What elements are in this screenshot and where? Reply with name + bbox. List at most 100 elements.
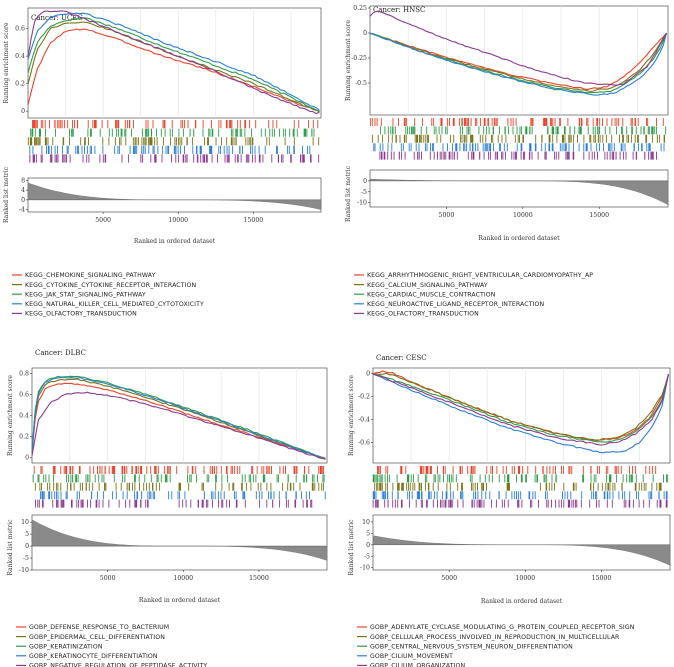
- gene-hit-rug: [372, 474, 669, 483]
- x-tick-label: 15000: [589, 212, 609, 219]
- legend-entry: GOBP_KERATINIZATION: [29, 643, 103, 650]
- gene-hit-rug: [33, 466, 324, 474]
- legend-entry: GOBP_EPIDERMAL_CELL_DIFFERENTIATION: [29, 634, 165, 641]
- legend-entry: GOBP_CILIUM_MOVEMENT: [370, 653, 453, 660]
- gene-hit-rug: [29, 154, 320, 163]
- series-line: [31, 377, 326, 459]
- metric-tick-label: 0: [366, 542, 370, 549]
- gene-hit-rug: [34, 482, 324, 491]
- legend-entry: GOBP_ADENYLATE_CYCLASE_MODULATING_G_PROT…: [370, 624, 635, 631]
- legend-entry: KEGG_NEUROACTIVE_LIGAND_RECEPTOR_INTERAC…: [367, 301, 544, 308]
- x-axis-label: Ranked in ordered dataset: [478, 235, 560, 242]
- series-line: [372, 373, 670, 446]
- es-tick-label: 0.25: [353, 5, 367, 12]
- metric-tick-label: -5: [23, 555, 29, 562]
- metric-tick-label: -5: [361, 189, 367, 196]
- x-axis-label: Ranked in ordered dataset: [134, 238, 216, 245]
- gene-hit-rug: [27, 137, 320, 146]
- metric-y-label: Ranked list metric: [3, 166, 10, 223]
- es-y-label: Running enrichment score: [3, 22, 10, 103]
- es-tick-label: 0.2: [19, 434, 29, 441]
- gene-hit-rug: [29, 145, 311, 154]
- legend-entry: KEGG_ARRHYTHMOGENIC_RIGHT_VENTRICULAR_CA…: [367, 272, 593, 279]
- gene-hit-rug: [371, 134, 666, 143]
- x-tick-label: 15000: [244, 217, 264, 224]
- metric-panel-frame: [369, 169, 669, 208]
- series-line: [27, 12, 320, 111]
- series-line: [31, 382, 326, 459]
- gene-hit-rug: [369, 118, 664, 126]
- metric-tick-label: 10: [21, 519, 29, 526]
- metric-tick-label: 8: [21, 177, 25, 184]
- series-line: [27, 28, 320, 113]
- x-tick-label: 5000: [100, 575, 116, 582]
- panel-title: Cancer: HNSC: [373, 6, 425, 14]
- gene-hit-rug: [372, 499, 668, 508]
- x-tick-label: 5000: [441, 575, 457, 582]
- legend-entry: KEGG_CARDIAC_MUSCLE_CONTRACTION: [367, 291, 496, 298]
- gene-hit-rug: [39, 491, 326, 500]
- x-tick-label: 10000: [515, 575, 535, 582]
- metric-tick-label: -4: [19, 207, 25, 214]
- metric-y-label: Ranked list metric: [348, 519, 355, 576]
- legend-entry: GOBP_CILIUM_ORGANIZATION: [370, 663, 466, 667]
- legend-entry: GOBP_NEGATIVE_REGULATION_OF_PEPTIDASE_AC…: [29, 663, 207, 667]
- metric-tick-label: 4: [21, 187, 25, 194]
- panel-title: Cancer: CESC: [376, 354, 427, 362]
- series-line: [369, 32, 668, 96]
- x-tick-label: 15000: [592, 575, 612, 582]
- legend-entry: KEGG_JAK_STAT_SIGNALING_PATHWAY: [25, 291, 146, 298]
- series-line: [372, 373, 670, 443]
- es-tick-label: -0.4: [358, 417, 370, 424]
- series-line: [31, 375, 326, 459]
- gene-hit-rug: [32, 474, 325, 483]
- gene-hit-rug: [32, 120, 319, 129]
- panel-title: Cancer: UCEC: [31, 14, 83, 22]
- metric-tick-label: 0: [363, 178, 367, 185]
- x-tick-label: 10000: [173, 575, 193, 582]
- es-tick-label: 0.2: [15, 81, 25, 88]
- x-axis-label: Ranked in ordered dataset: [139, 597, 221, 604]
- series-line: [27, 17, 320, 113]
- es-tick-label: 0.4: [19, 413, 29, 420]
- series-line: [369, 32, 667, 90]
- gene-hit-rug: [373, 143, 665, 152]
- legend-entry: GOBP_CELLULAR_PROCESS_INVOLVED_IN_REPROD…: [370, 634, 620, 641]
- es-y-label: Running enrichment score: [7, 375, 14, 456]
- es-tick-label: -0.5: [355, 80, 367, 87]
- metric-tick-label: -10: [19, 567, 29, 574]
- legend-entry: KEGG_CYTOKINE_CYTOKINE_RECEPTOR_INTERACT…: [25, 282, 196, 289]
- gene-hit-rug: [377, 466, 657, 474]
- legend-entry: KEGG_CALCIUM_SIGNALING_PATHWAY: [367, 282, 488, 289]
- x-axis-label: Ranked in ordered dataset: [481, 598, 563, 605]
- x-tick-label: 5000: [95, 217, 111, 224]
- series-line: [373, 372, 670, 442]
- es-panel-frame: [31, 367, 328, 464]
- metric-tick-label: -10: [357, 200, 367, 207]
- chart-panel-3: Cancer: DLBC 0.8 0.6 0.4 0.2 0 Running enrichm…: [7, 349, 328, 667]
- es-panel-frame: [372, 367, 671, 464]
- x-tick-label: 5000: [439, 212, 455, 219]
- series-line: [372, 373, 670, 454]
- x-tick-label: 15000: [249, 575, 269, 582]
- metric-tick-label: -10: [360, 565, 370, 572]
- es-tick-label: 0: [363, 30, 367, 37]
- es-tick-label: -0.25: [351, 55, 367, 62]
- gene-hit-rug: [379, 151, 657, 160]
- es-tick-label: 0: [366, 371, 370, 378]
- metric-tick-label: 10: [362, 519, 370, 526]
- legend-entry: GOBP_DEFENSE_RESPONSE_TO_BACTERIUM: [29, 624, 169, 631]
- metric-y-label: Ranked list metric: [7, 519, 14, 576]
- es-tick-label: 0: [25, 455, 29, 462]
- es-tick-label: 0.4: [15, 53, 25, 60]
- metric-tick-label: 5: [25, 531, 29, 538]
- panel-title: Cancer: DLBC: [35, 349, 86, 357]
- es-tick-label: -0.6: [358, 439, 370, 446]
- gene-hit-rug: [35, 499, 313, 508]
- metric-y-label: Ranked list metric: [345, 165, 352, 222]
- es-tick-label: 0.8: [19, 370, 29, 377]
- metric-tick-label: 5: [366, 530, 370, 537]
- gene-hit-rug: [30, 128, 315, 137]
